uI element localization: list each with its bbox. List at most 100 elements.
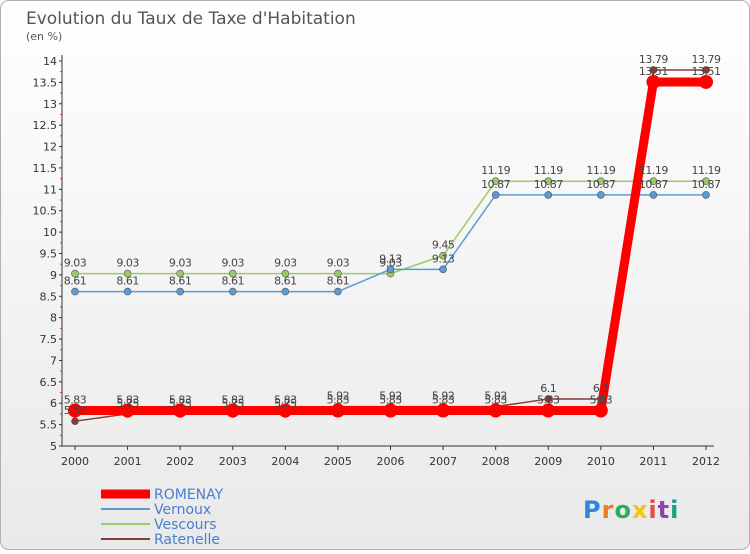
data-label: 11.19 [481, 164, 510, 177]
y-tick-label: 14 [43, 55, 57, 68]
y-tick-label: 7.5 [40, 333, 58, 346]
data-label: 9.03 [64, 257, 87, 270]
brand-logo: Proxiti [583, 496, 678, 524]
data-label: 11.19 [639, 164, 668, 177]
y-tick-label: 8 [50, 312, 57, 325]
data-label: 10.87 [639, 178, 668, 191]
legend-label-romenay: ROMENAY [154, 487, 224, 503]
data-point [544, 395, 553, 403]
chart-title: Evolution du Taux de Taxe d'Habitation [26, 9, 356, 29]
data-point [597, 395, 605, 403]
data-point [491, 191, 500, 199]
data-point [281, 269, 290, 278]
x-tick-label: 2003 [219, 455, 247, 468]
y-tick-label: 8.5 [40, 290, 58, 303]
x-tick-label: 2007 [429, 455, 457, 468]
y-tick-label: 13.5 [33, 76, 58, 89]
data-point [597, 191, 605, 199]
data-label: 9.03 [169, 257, 192, 270]
data-point [173, 403, 188, 418]
data-point [281, 287, 290, 296]
data-point [593, 403, 608, 418]
x-tick-label: 2004 [271, 455, 299, 468]
data-point [123, 287, 132, 296]
y-tick-label: 11.5 [33, 162, 58, 175]
data-label: 8.61 [64, 275, 87, 288]
data-point [491, 177, 500, 186]
x-tick-label: 2011 [639, 455, 667, 468]
data-label: 9.03 [327, 257, 350, 270]
data-label: 13.51 [692, 65, 721, 78]
data-label: 5.92 [379, 390, 402, 403]
data-label: 9.03 [222, 257, 245, 270]
x-tick-label: 2009 [534, 455, 562, 468]
data-point [544, 191, 553, 199]
legend-label-vescours: Vescours [154, 517, 217, 533]
data-label: 5.83 [222, 393, 245, 406]
series-points [68, 66, 713, 425]
data-point [649, 66, 658, 74]
y-tick-label: 9 [50, 269, 57, 282]
data-point [649, 191, 658, 199]
data-label: 11.19 [692, 164, 721, 177]
data-label: 5.83 [116, 393, 139, 406]
x-tick-label: 2000 [61, 455, 89, 468]
data-label: 6.1 [593, 382, 609, 395]
data-label: 5.58 [64, 404, 87, 417]
y-tick-label: 7 [50, 354, 57, 367]
data-point [702, 177, 710, 186]
data-label: 13.79 [639, 53, 668, 66]
legend-label-vernoux: Vernoux [154, 502, 211, 518]
x-tick-label: 2005 [324, 455, 352, 468]
data-label: 9.13 [432, 252, 455, 265]
data-point [228, 269, 237, 278]
data-label: 5.75 [274, 397, 297, 410]
data-label: 5.92 [484, 390, 507, 403]
data-point [120, 403, 135, 418]
y-tick-label: 12.5 [33, 119, 58, 132]
data-point [176, 287, 184, 296]
data-label: 8.61 [327, 275, 350, 288]
x-tick-label: 2006 [377, 455, 405, 468]
data-point [439, 265, 447, 274]
data-label: 9.03 [379, 257, 402, 270]
y-tick-label: 10.5 [33, 205, 58, 218]
data-point [71, 269, 79, 278]
data-point [699, 74, 713, 89]
data-label: 9.45 [432, 239, 455, 252]
data-point [702, 191, 710, 199]
data-label: 5.83 [590, 393, 613, 406]
y-tick-label: 6 [50, 397, 57, 410]
data-point [646, 74, 661, 89]
x-tick-label: 2010 [587, 455, 615, 468]
data-label: 5.75 [169, 397, 192, 410]
data-label: 13.51 [639, 65, 668, 78]
data-label: 5.83 [379, 393, 402, 406]
data-label: 5.83 [537, 393, 560, 406]
y-tick-label: 5 [50, 440, 57, 453]
data-point [702, 66, 710, 74]
y-tick-label: 12 [43, 141, 57, 154]
y-tick-label: 11 [43, 183, 57, 196]
y-tick-label: 5.5 [40, 419, 58, 432]
data-label: 5.83 [432, 393, 455, 406]
data-point [334, 269, 342, 278]
data-point [541, 403, 556, 418]
data-point [225, 403, 240, 418]
data-label: 13.79 [692, 53, 721, 66]
data-label: 6.1 [540, 382, 556, 395]
data-point [383, 403, 398, 418]
data-label: 5.83 [169, 393, 192, 406]
data-label: 5.83 [274, 393, 297, 406]
data-point [123, 269, 132, 278]
data-label: 11.19 [586, 164, 615, 177]
y-tick-label: 10 [43, 226, 57, 239]
data-label: 11.19 [534, 164, 563, 177]
data-label: 5.92 [327, 390, 350, 403]
data-label: 8.61 [274, 275, 297, 288]
data-label: 5.92 [432, 390, 455, 403]
data-point [278, 403, 293, 418]
data-label: 5.83 [484, 393, 507, 406]
